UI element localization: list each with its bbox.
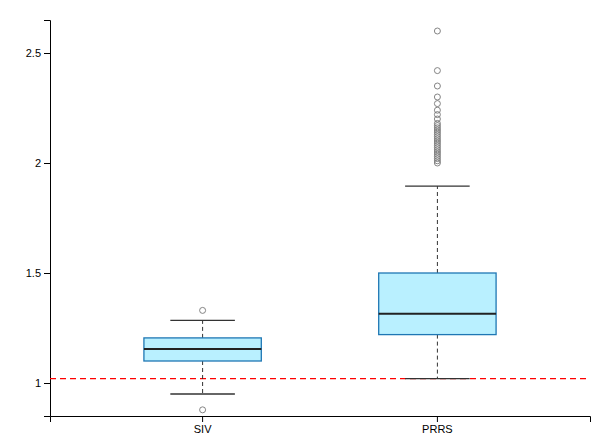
y-tick-mark (44, 163, 50, 164)
y-tick-label: 1 (35, 377, 41, 389)
chart: 1 1.5 2 2.5 SIV PRRS (0, 0, 610, 448)
outlier (434, 83, 440, 89)
outlier (434, 94, 440, 100)
x-tick-mark (202, 416, 203, 422)
y-tick: 2 (35, 157, 50, 169)
x-tick: SIV (194, 416, 212, 435)
outlier (200, 407, 206, 413)
x-tick-label: PRRS (422, 423, 453, 435)
outlier (200, 307, 206, 313)
x-tick-label: SIV (194, 423, 212, 435)
box (144, 338, 261, 361)
y-tick: 1 (35, 377, 50, 389)
box-plot (379, 28, 496, 379)
whisker-cap (405, 378, 470, 379)
plot: 1 1.5 2 2.5 SIV PRRS (26, 21, 591, 435)
whisker (437, 335, 438, 379)
y-tick-label: 2 (35, 157, 41, 169)
whisker (202, 320, 203, 338)
y-tick: 2.5 (26, 47, 50, 59)
x-tick: PRRS (422, 416, 453, 435)
whisker (202, 361, 203, 394)
whisker-cap (170, 393, 235, 394)
outlier (434, 68, 440, 74)
box (379, 273, 496, 335)
reference-line (50, 378, 590, 379)
median (379, 313, 496, 315)
marks (50, 28, 590, 413)
box-plot (144, 307, 261, 412)
y-tick-mark (44, 383, 50, 384)
outlier (434, 101, 440, 107)
x-tick-mark (437, 416, 438, 422)
whisker-cap (405, 185, 470, 186)
x-axis: SIV PRRS (51, 416, 591, 435)
y-tick: 1.5 (26, 267, 50, 279)
y-tick-label: 2.5 (26, 47, 41, 59)
y-tick-label: 1.5 (26, 267, 41, 279)
outlier (434, 107, 440, 113)
y-tick-mark (44, 53, 50, 54)
whisker (437, 186, 438, 273)
whisker-cap (170, 320, 235, 321)
y-axis: 1 1.5 2 2.5 (26, 21, 51, 417)
y-axis-line (44, 21, 51, 417)
x-axis-line (51, 417, 591, 423)
y-tick-mark (44, 273, 50, 274)
outlier (434, 28, 440, 34)
median (144, 348, 261, 350)
